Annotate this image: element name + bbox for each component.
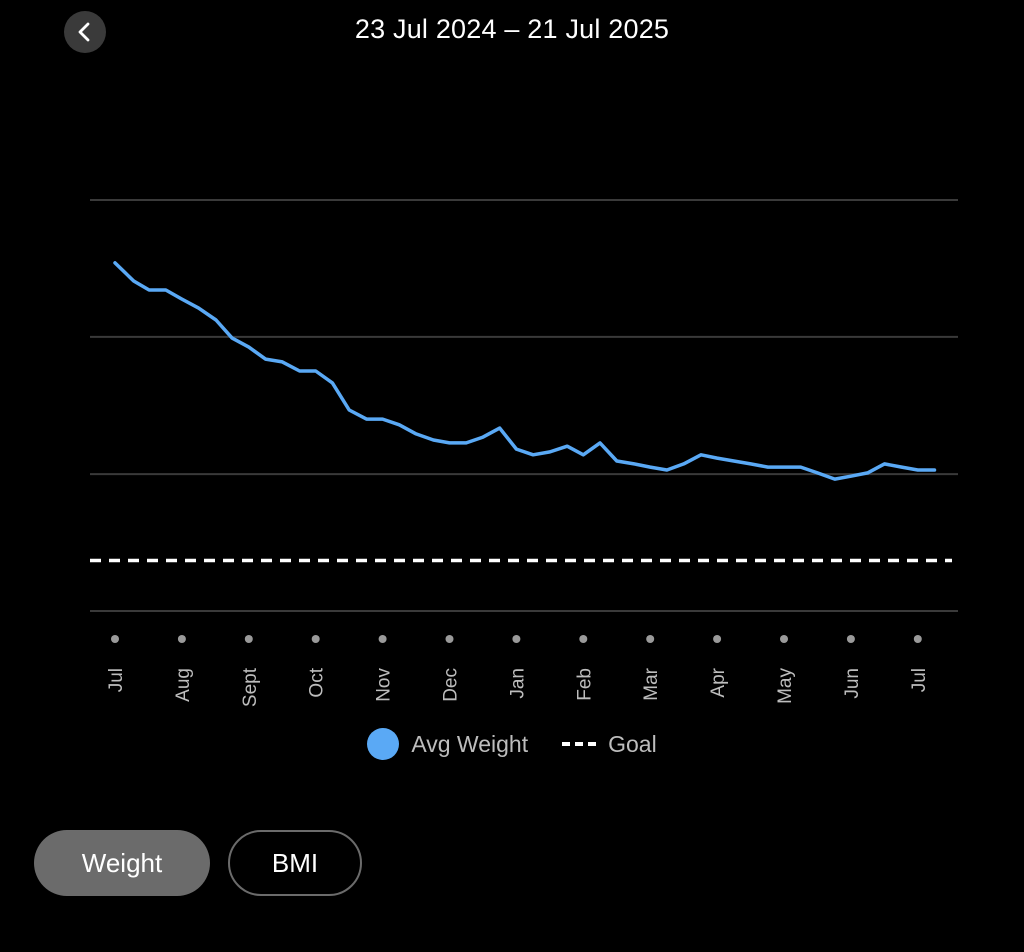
x-tick-label-9: Apr [708, 667, 729, 697]
x-tick-label-6: Jan [507, 668, 528, 699]
x-tick-dot-10 [780, 635, 788, 643]
chevron-left-icon [78, 22, 90, 42]
avg-weight-series-line [113, 261, 937, 481]
legend-item-goal: Goal [562, 731, 657, 758]
x-tick-label-4: Nov [374, 668, 395, 702]
tab-bmi[interactable]: BMI [228, 830, 362, 896]
legend-goal-dash-icon [562, 742, 597, 746]
x-tick-label-3: Oct [307, 667, 328, 697]
x-tick-label-1: Aug [173, 668, 194, 702]
x-tick-dot-9 [713, 635, 722, 643]
x-tick-label-10: May [775, 668, 796, 704]
x-tick-dot-6 [512, 635, 521, 643]
x-tick-dot-12 [913, 635, 922, 643]
legend-goal-label: Goal [608, 730, 657, 757]
x-tick-dot-11 [846, 635, 855, 643]
tab-weight[interactable]: Weight [34, 830, 210, 896]
legend-avg-weight-label: Avg Weight [411, 730, 529, 757]
x-tick-label-11: Jun [842, 668, 863, 699]
legend-item-avg-weight: Avg Weight [367, 728, 528, 760]
x-tick-label-0: Jul [106, 668, 127, 692]
x-tick-dot-8 [646, 635, 655, 643]
x-tick-label-5: Dec [441, 668, 462, 702]
back-button[interactable] [64, 11, 106, 53]
chart-legend: Avg Weight Goal [0, 728, 1024, 760]
x-tick-label-8: Mar [641, 667, 662, 700]
x-tick-dot-7 [579, 635, 588, 643]
legend-avg-weight-swatch-icon [367, 728, 400, 760]
date-range-title: 23 Jul 2024 – 21 Jul 2025 [354, 14, 670, 44]
x-tick-dot-5 [445, 635, 454, 643]
x-tick-label-12: Jul [909, 668, 930, 692]
weight-line-chart: Jul Aug Sept Oct Nov Dec Jan Feb Mar Apr May Jun Jul [90, 199, 958, 707]
x-tick-dot-0 [111, 635, 119, 643]
x-tick-dot-2 [244, 635, 253, 643]
x-tick-dot-4 [378, 635, 387, 643]
x-tick-dot-1 [177, 635, 186, 643]
x-tick-label-7: Feb [574, 668, 595, 701]
x-tick-label-2: Sept [240, 667, 261, 707]
x-tick-dot-3 [311, 635, 320, 643]
metric-tabs: Weight BMI [34, 830, 362, 896]
